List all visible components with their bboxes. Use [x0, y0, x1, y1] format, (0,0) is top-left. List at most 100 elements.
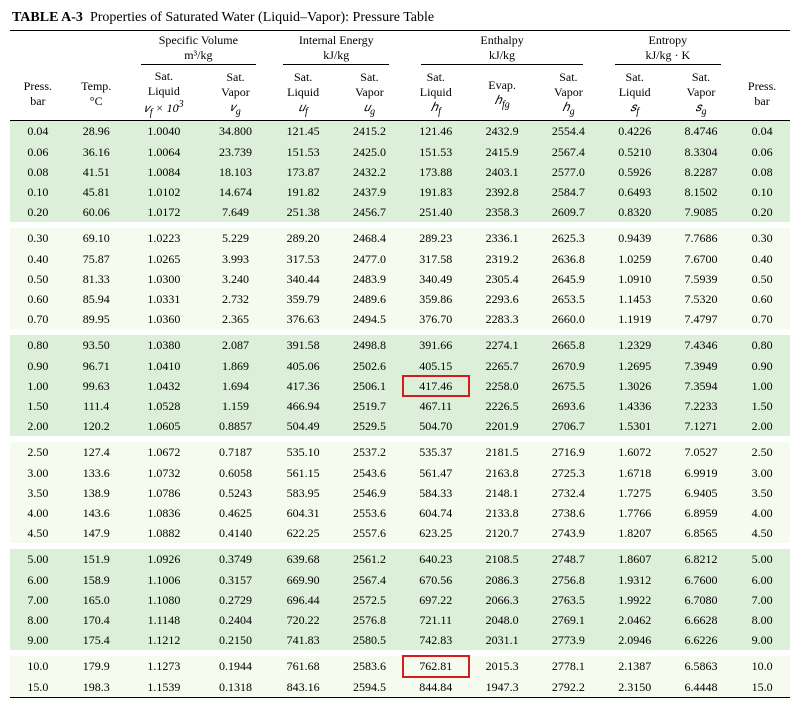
cell: 2015.3 — [469, 656, 535, 676]
cell: 2283.3 — [469, 309, 535, 329]
cell: 2201.9 — [469, 416, 535, 436]
cell: 81.33 — [66, 269, 127, 289]
cell: 4.50 — [734, 523, 790, 543]
cell: 2561.2 — [336, 549, 402, 569]
table-row: 0.0636.161.006423.739151.532425.0151.532… — [10, 142, 790, 162]
cell: 0.04 — [734, 121, 790, 142]
cell: 2660.0 — [535, 309, 601, 329]
cell: 7.7686 — [668, 228, 734, 248]
group-header: Internal EnergykJ/kg — [270, 31, 403, 68]
cell: 2133.8 — [469, 503, 535, 523]
cell: 2181.5 — [469, 442, 535, 462]
cell: 2.1387 — [602, 656, 668, 676]
cell: 0.1944 — [201, 656, 270, 676]
cell: 9.00 — [734, 630, 790, 650]
cell: 0.50 — [10, 269, 66, 289]
cell: 45.81 — [66, 182, 127, 202]
cell: 2086.3 — [469, 570, 535, 590]
cell: 1.0410 — [127, 356, 201, 376]
cell: 2265.7 — [469, 356, 535, 376]
cell: 2584.7 — [535, 182, 601, 202]
cell: 1.0360 — [127, 309, 201, 329]
col-header-2: Sat.Liquid𝑢f — [270, 67, 336, 121]
cell: 3.00 — [10, 463, 66, 483]
cell: 1.1148 — [127, 610, 201, 630]
cell: 2543.6 — [336, 463, 402, 483]
cell: 173.87 — [270, 162, 336, 182]
cell: 2567.4 — [336, 570, 402, 590]
cell: 2653.5 — [535, 289, 601, 309]
cell: 6.8959 — [668, 503, 734, 523]
cell: 7.00 — [10, 590, 66, 610]
cell: 28.96 — [66, 121, 127, 142]
cell: 1.869 — [201, 356, 270, 376]
cell: 170.4 — [66, 610, 127, 630]
cell: 2415.9 — [469, 142, 535, 162]
cell: 0.5926 — [602, 162, 668, 182]
cell: 1.0926 — [127, 549, 201, 569]
table-body: 0.0428.961.004034.800121.452415.2121.462… — [10, 121, 790, 697]
cell: 466.94 — [270, 396, 336, 416]
cell: 0.80 — [734, 335, 790, 355]
cell: 7.1271 — [668, 416, 734, 436]
table-row: 3.00133.61.07320.6058561.152543.6561.472… — [10, 463, 790, 483]
cell: 0.06 — [10, 142, 66, 162]
table-caption: Properties of Saturated Water (Liquid–Va… — [90, 10, 434, 25]
cell: 2506.1 — [336, 376, 402, 396]
cell: 6.5863 — [668, 656, 734, 676]
cell: 179.9 — [66, 656, 127, 676]
cell: 1.00 — [10, 376, 66, 396]
cell: 1.00 — [734, 376, 790, 396]
table-row: 2.00120.21.06050.8857504.492529.5504.702… — [10, 416, 790, 436]
table-row: 2.50127.41.06720.7187535.102537.2535.372… — [10, 442, 790, 462]
cell: 2066.3 — [469, 590, 535, 610]
cell: 669.90 — [270, 570, 336, 590]
cell: 1.3026 — [602, 376, 668, 396]
cell: 1.0172 — [127, 202, 201, 222]
cell: 720.22 — [270, 610, 336, 630]
cell: 1.1080 — [127, 590, 201, 610]
cell: 41.51 — [66, 162, 127, 182]
table-row: 1.0099.631.04321.694417.362506.1417.4622… — [10, 376, 790, 396]
table-row: 0.9096.711.04101.869405.062502.6405.1522… — [10, 356, 790, 376]
cell: 6.00 — [10, 570, 66, 590]
cell: 417.36 — [270, 376, 336, 396]
cell: 2.50 — [10, 442, 66, 462]
table-row: 0.8093.501.03802.087391.582498.8391.6622… — [10, 335, 790, 355]
cell: 2031.1 — [469, 630, 535, 650]
cell: 0.8857 — [201, 416, 270, 436]
cell: 14.674 — [201, 182, 270, 202]
cell: 1.0380 — [127, 335, 201, 355]
cell: 127.4 — [66, 442, 127, 462]
cell: 1.6718 — [602, 463, 668, 483]
col-header-8: Sat.Vapor𝑠g — [668, 67, 734, 121]
cell: 89.95 — [66, 309, 127, 329]
cell: 8.00 — [734, 610, 790, 630]
cell: 2319.2 — [469, 249, 535, 269]
cell: 2546.9 — [336, 483, 402, 503]
cell: 604.31 — [270, 503, 336, 523]
header-spacer — [66, 31, 127, 68]
cell: 2293.6 — [469, 289, 535, 309]
cell: 1.159 — [201, 396, 270, 416]
cell: 2.365 — [201, 309, 270, 329]
cell: 7.0527 — [668, 442, 734, 462]
cell: 2519.7 — [336, 396, 402, 416]
cell: 8.2287 — [668, 162, 734, 182]
table-code: TABLE A-3 — [12, 10, 83, 25]
col-header-7: Sat.Liquid𝑠f — [602, 67, 668, 121]
table-row: 1.50111.41.05281.159466.942519.7467.1122… — [10, 396, 790, 416]
cell: 721.11 — [403, 610, 469, 630]
cell: 69.10 — [66, 228, 127, 248]
cell: 8.3304 — [668, 142, 734, 162]
cell: 1.0836 — [127, 503, 201, 523]
cell: 2.0946 — [602, 630, 668, 650]
cell: 1.8607 — [602, 549, 668, 569]
col-header-0: Sat.Liquid𝑣f × 103 — [127, 67, 201, 121]
cell: 143.6 — [66, 503, 127, 523]
table-title: TABLE A-3 Properties of Saturated Water … — [12, 10, 790, 26]
cell: 762.81 — [403, 656, 469, 676]
cell: 583.95 — [270, 483, 336, 503]
col-header-3: Sat.Vapor𝑢g — [336, 67, 402, 121]
cell: 1.1006 — [127, 570, 201, 590]
